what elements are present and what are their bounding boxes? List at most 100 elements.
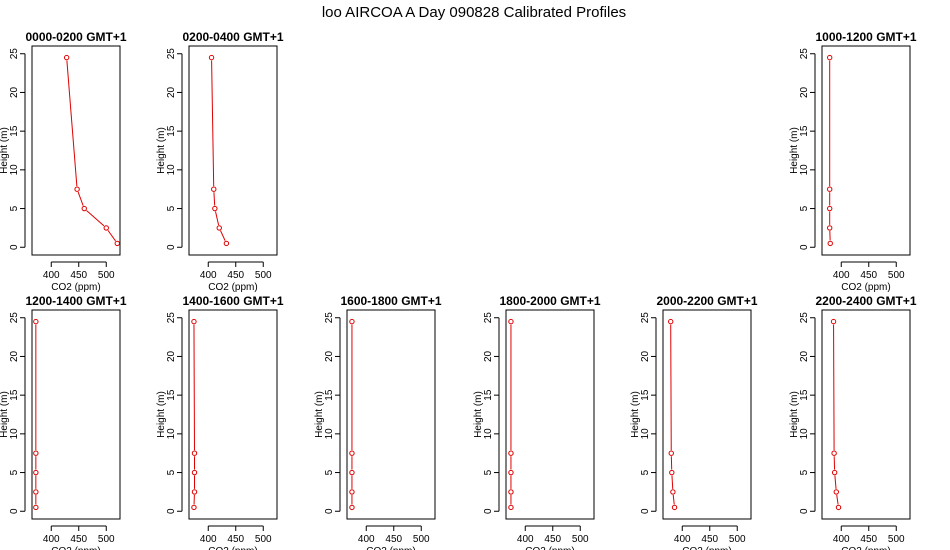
data-point <box>191 469 198 476</box>
data-point <box>508 504 514 511</box>
data-point <box>191 318 197 325</box>
x-tick-label: 500 <box>255 270 272 281</box>
plot-frame <box>505 309 595 520</box>
plot-frame <box>821 45 911 256</box>
data-point <box>63 54 70 61</box>
y-tick-label: 20 <box>324 350 335 362</box>
y-axis-label: Height (m) <box>789 391 800 438</box>
plot-frame <box>31 309 121 520</box>
y-tick-label: 5 <box>9 205 20 211</box>
data-point <box>349 450 355 456</box>
y-tick-label: 15 <box>324 389 335 401</box>
profile-line-segment <box>66 60 78 187</box>
data-point <box>191 450 198 456</box>
profile-line-segment <box>836 494 839 505</box>
y-tick-label: 15 <box>799 389 810 401</box>
panel-title: 1600-1800 GMT+1 <box>340 294 441 308</box>
y-axis-label: Height (m) <box>789 127 800 174</box>
y-tick-label: 15 <box>799 125 810 137</box>
y-tick-label: 5 <box>324 469 335 475</box>
data-point <box>212 205 218 212</box>
y-tick-label: 25 <box>9 48 20 60</box>
panel-title: 0200-0400 GMT+1 <box>182 30 283 44</box>
y-tick-label: 10 <box>9 164 20 176</box>
profile-line-segment <box>211 60 215 187</box>
y-tick-label: 10 <box>9 428 20 440</box>
y-tick-label: 0 <box>166 508 177 514</box>
y-tick-label: 0 <box>166 244 177 250</box>
x-tick-label: 500 <box>413 534 430 545</box>
panel-title: 2200-2400 GMT+1 <box>815 294 916 308</box>
panel-title: 2000-2200 GMT+1 <box>656 294 757 308</box>
data-point <box>668 450 674 456</box>
data-point <box>349 504 355 511</box>
x-tick-label: 400 <box>833 534 850 545</box>
x-axis-label: CO2 (ppm) <box>841 282 890 293</box>
data-point <box>208 54 215 61</box>
data-point <box>669 469 675 476</box>
y-tick-label: 5 <box>799 469 810 475</box>
data-point <box>216 225 222 231</box>
y-tick-label: 0 <box>483 508 494 514</box>
x-tick-label: 450 <box>860 270 877 281</box>
y-tick-label: 10 <box>166 428 177 440</box>
y-tick-label: 0 <box>640 508 651 514</box>
y-axis-label: Height (m) <box>0 127 10 174</box>
data-point <box>508 469 514 476</box>
y-tick-label: 10 <box>324 428 335 440</box>
y-tick-label: 15 <box>9 389 20 401</box>
x-tick-label: 400 <box>200 534 217 545</box>
data-point <box>831 469 838 476</box>
data-point <box>191 489 198 495</box>
x-tick-label: 450 <box>701 534 718 545</box>
x-axis-label: CO2 (ppm) <box>682 546 731 550</box>
profile-line-segment <box>193 324 195 451</box>
y-tick-label: 20 <box>483 350 494 362</box>
y-tick-label: 20 <box>9 350 20 362</box>
y-tick-label: 0 <box>9 244 20 250</box>
panel-title: 1800-2000 GMT+1 <box>499 294 600 308</box>
profile-line-segment <box>213 192 216 206</box>
plot-frame <box>188 309 278 520</box>
panel-title: 1000-1200 GMT+1 <box>815 30 916 44</box>
y-tick-label: 25 <box>166 48 177 60</box>
y-tick-label: 15 <box>9 125 20 137</box>
y-tick-label: 25 <box>799 48 810 60</box>
x-tick-label: 450 <box>227 270 244 281</box>
data-point <box>827 225 833 231</box>
y-tick-label: 5 <box>166 205 177 211</box>
data-point <box>508 450 514 456</box>
figure-title: loo AIRCOA A Day 090828 Calibrated Profi… <box>322 4 626 21</box>
data-point <box>671 504 678 511</box>
data-point <box>830 318 837 325</box>
x-tick-label: 500 <box>572 534 589 545</box>
y-tick-label: 25 <box>324 312 335 324</box>
y-tick-label: 20 <box>166 350 177 362</box>
panel-title: 0000-0200 GMT+1 <box>25 30 126 44</box>
x-tick-label: 450 <box>70 270 87 281</box>
x-axis-label: CO2 (ppm) <box>841 546 890 550</box>
y-tick-label: 25 <box>9 312 20 324</box>
y-tick-label: 10 <box>799 428 810 440</box>
y-tick-label: 15 <box>166 389 177 401</box>
plot-frame <box>346 309 436 520</box>
data-point <box>81 205 87 212</box>
data-point <box>33 450 39 456</box>
data-point <box>827 240 833 247</box>
profile-line-segment <box>215 211 220 226</box>
y-tick-label: 10 <box>483 428 494 440</box>
data-point <box>74 186 80 192</box>
data-point <box>835 504 842 511</box>
data-point <box>33 469 39 476</box>
y-axis-label: Height (m) <box>630 391 641 438</box>
y-tick-label: 0 <box>324 508 335 514</box>
y-tick-label: 20 <box>9 86 20 98</box>
